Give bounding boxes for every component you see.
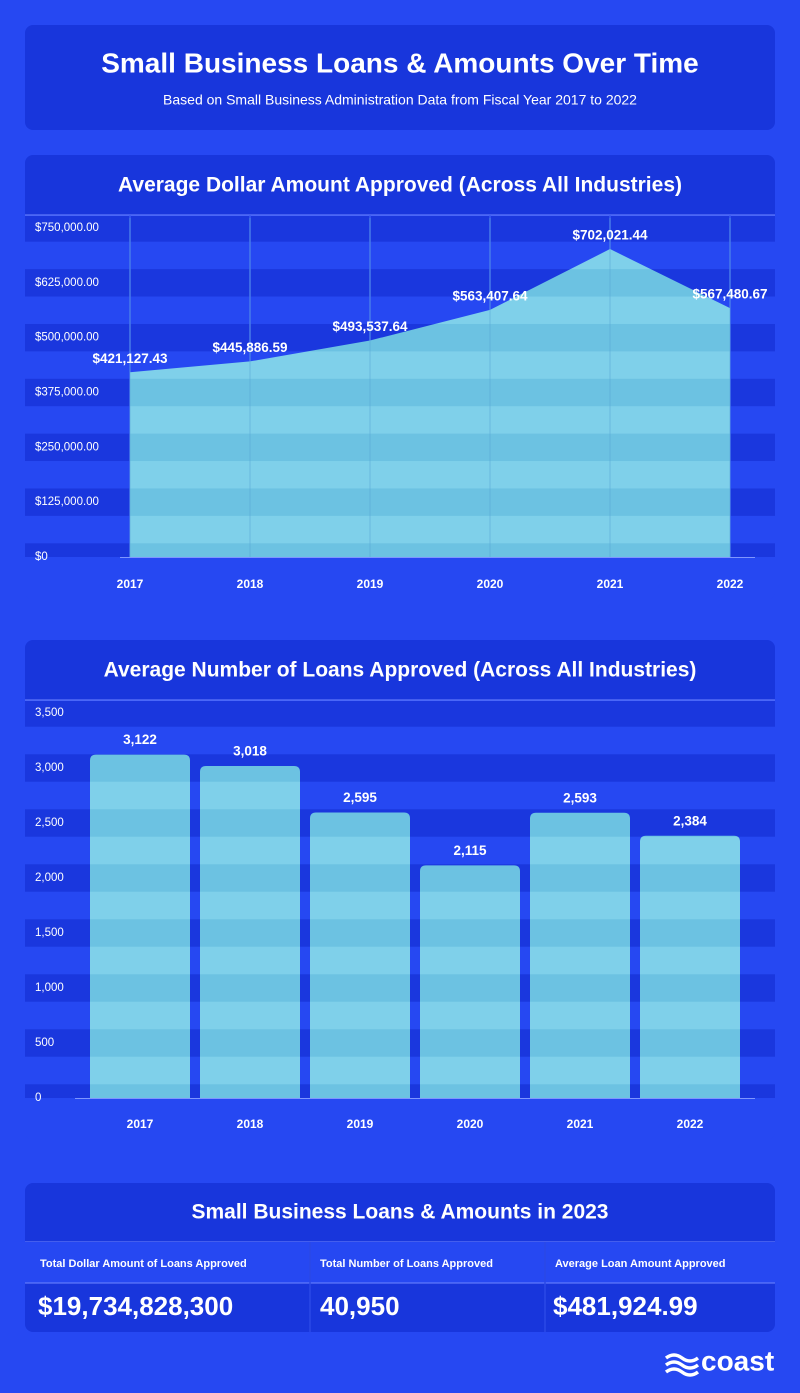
title-band-edge <box>25 690 775 700</box>
value-label: 3,018 <box>233 744 267 759</box>
bar <box>200 766 300 1098</box>
y-tick-label: 1,500 <box>35 927 64 939</box>
bar <box>90 754 190 1098</box>
bar <box>310 812 410 1098</box>
y-tick-label: 0 <box>35 1092 41 1104</box>
x-tick-label: 2018 <box>237 577 264 591</box>
y-tick-label: 2,000 <box>35 872 64 884</box>
x-tick-label: 2017 <box>127 1117 154 1131</box>
x-tick-label: 2021 <box>567 1117 594 1131</box>
value-label: 2,595 <box>343 790 377 805</box>
value-label: $421,127.43 <box>92 351 168 366</box>
chart-title: Average Number of Loans Approved (Across… <box>104 659 697 682</box>
y-tick-label: $375,000.00 <box>35 387 99 399</box>
y-tick-label: $500,000.00 <box>35 332 99 344</box>
y-tick-label: $250,000.00 <box>35 441 99 453</box>
x-tick-label: 2019 <box>347 1117 374 1131</box>
y-tick-label: $625,000.00 <box>35 277 99 289</box>
value-label: $702,021.44 <box>572 228 648 243</box>
title-band <box>25 640 775 700</box>
x-tick-label: 2017 <box>117 577 144 591</box>
chart-title: Average Dollar Amount Approved (Across A… <box>118 174 682 197</box>
value-label: 3,122 <box>123 732 157 747</box>
summary-value: 40,950 <box>320 1291 400 1321</box>
bar <box>530 812 630 1098</box>
summary-panel: Small Business Loans & Amounts in 2023 T… <box>25 1183 775 1332</box>
header-panel <box>25 25 775 130</box>
value-label: $563,407.64 <box>452 288 528 303</box>
y-tick-label: 3,500 <box>35 707 64 719</box>
summary-header: Total Dollar Amount of Loans Approved <box>40 1258 247 1270</box>
summary-header-row <box>25 1242 775 1283</box>
value-label: $567,480.67 <box>692 287 767 302</box>
value-label: $445,886.59 <box>212 340 287 355</box>
x-tick-label: 2020 <box>477 577 504 591</box>
page-subtitle: Based on Small Business Administration D… <box>163 92 637 108</box>
summary-value: $19,734,828,300 <box>38 1291 233 1321</box>
x-tick-label: 2018 <box>237 1117 264 1131</box>
y-tick-label: $125,000.00 <box>35 496 99 508</box>
chart-panel: Average Number of Loans Approved (Across… <box>25 640 775 1140</box>
area <box>130 249 730 557</box>
page-title: Small Business Loans & Amounts Over Time <box>101 47 699 78</box>
x-tick-label: 2022 <box>677 1117 704 1131</box>
value-label: 2,593 <box>563 790 597 805</box>
value-label: 2,384 <box>673 813 707 828</box>
y-tick-label: $750,000.00 <box>35 222 99 234</box>
logo-text: coast <box>701 1345 774 1376</box>
x-tick-label: 2022 <box>717 577 744 591</box>
summary-title: Small Business Loans & Amounts in 2023 <box>191 1201 608 1224</box>
y-tick-label: 1,000 <box>35 982 64 994</box>
bar <box>640 835 740 1098</box>
logo: coast <box>664 1345 774 1377</box>
y-tick-label: 500 <box>35 1037 54 1049</box>
summary-header: Total Number of Loans Approved <box>320 1258 493 1270</box>
chart-panel: Average Dollar Amount Approved (Across A… <box>25 155 775 600</box>
x-tick-label: 2021 <box>597 577 624 591</box>
y-tick-label: 2,500 <box>35 817 64 829</box>
x-tick-label: 2019 <box>357 577 384 591</box>
logo-icon <box>664 1353 700 1377</box>
value-label: $493,537.64 <box>332 319 408 334</box>
title-band <box>25 155 775 215</box>
y-tick-label: 3,000 <box>35 762 64 774</box>
value-label: 2,115 <box>453 843 487 858</box>
summary-header: Average Loan Amount Approved <box>555 1258 726 1270</box>
summary-value: $481,924.99 <box>553 1291 698 1321</box>
y-tick-label: $0 <box>35 551 48 563</box>
x-tick-label: 2020 <box>457 1117 484 1131</box>
title-band-edge <box>25 205 775 215</box>
bar <box>420 865 520 1098</box>
